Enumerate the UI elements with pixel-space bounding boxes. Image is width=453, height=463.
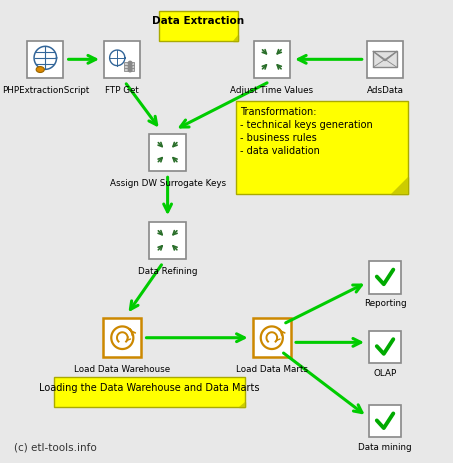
Circle shape <box>128 69 132 73</box>
FancyBboxPatch shape <box>367 42 403 79</box>
Ellipse shape <box>36 68 44 73</box>
Text: FTP Get: FTP Get <box>106 86 139 94</box>
FancyBboxPatch shape <box>369 262 401 294</box>
FancyBboxPatch shape <box>369 405 401 438</box>
Text: Assign DW Surrogate Keys: Assign DW Surrogate Keys <box>110 178 226 187</box>
Polygon shape <box>232 36 238 42</box>
FancyBboxPatch shape <box>124 69 134 72</box>
FancyBboxPatch shape <box>124 66 134 69</box>
FancyBboxPatch shape <box>236 102 408 194</box>
Text: AdsData: AdsData <box>366 86 404 94</box>
Polygon shape <box>391 178 408 194</box>
Text: Data Extraction: Data Extraction <box>152 16 244 26</box>
Circle shape <box>128 62 132 66</box>
Text: Transformation:
- technical keys generation
- business rules
- data validation: Transformation: - technical keys generat… <box>240 106 373 156</box>
FancyBboxPatch shape <box>253 319 291 357</box>
FancyBboxPatch shape <box>104 42 140 79</box>
FancyBboxPatch shape <box>149 134 186 171</box>
FancyBboxPatch shape <box>54 377 245 407</box>
Text: Reporting: Reporting <box>364 299 406 307</box>
Circle shape <box>128 66 132 69</box>
Text: Load Data Marts: Load Data Marts <box>236 364 308 373</box>
Text: Load Data Warehouse: Load Data Warehouse <box>74 364 170 373</box>
Text: Loading the Data Warehouse and Data Marts: Loading the Data Warehouse and Data Mart… <box>39 382 260 392</box>
Text: PHPExtractionScript: PHPExtractionScript <box>2 86 89 94</box>
Text: Data mining: Data mining <box>358 442 412 451</box>
Text: (c) etl-tools.info: (c) etl-tools.info <box>14 441 96 451</box>
FancyBboxPatch shape <box>103 319 141 357</box>
Text: Adjust Time Values: Adjust Time Values <box>230 86 313 94</box>
Text: Data Refining: Data Refining <box>138 266 198 275</box>
FancyBboxPatch shape <box>373 52 397 68</box>
FancyBboxPatch shape <box>159 12 238 42</box>
FancyBboxPatch shape <box>124 63 134 65</box>
Text: OLAP: OLAP <box>373 368 397 377</box>
FancyBboxPatch shape <box>254 42 290 79</box>
FancyBboxPatch shape <box>27 42 63 79</box>
FancyBboxPatch shape <box>369 331 401 363</box>
FancyBboxPatch shape <box>149 222 186 259</box>
Polygon shape <box>239 402 245 407</box>
